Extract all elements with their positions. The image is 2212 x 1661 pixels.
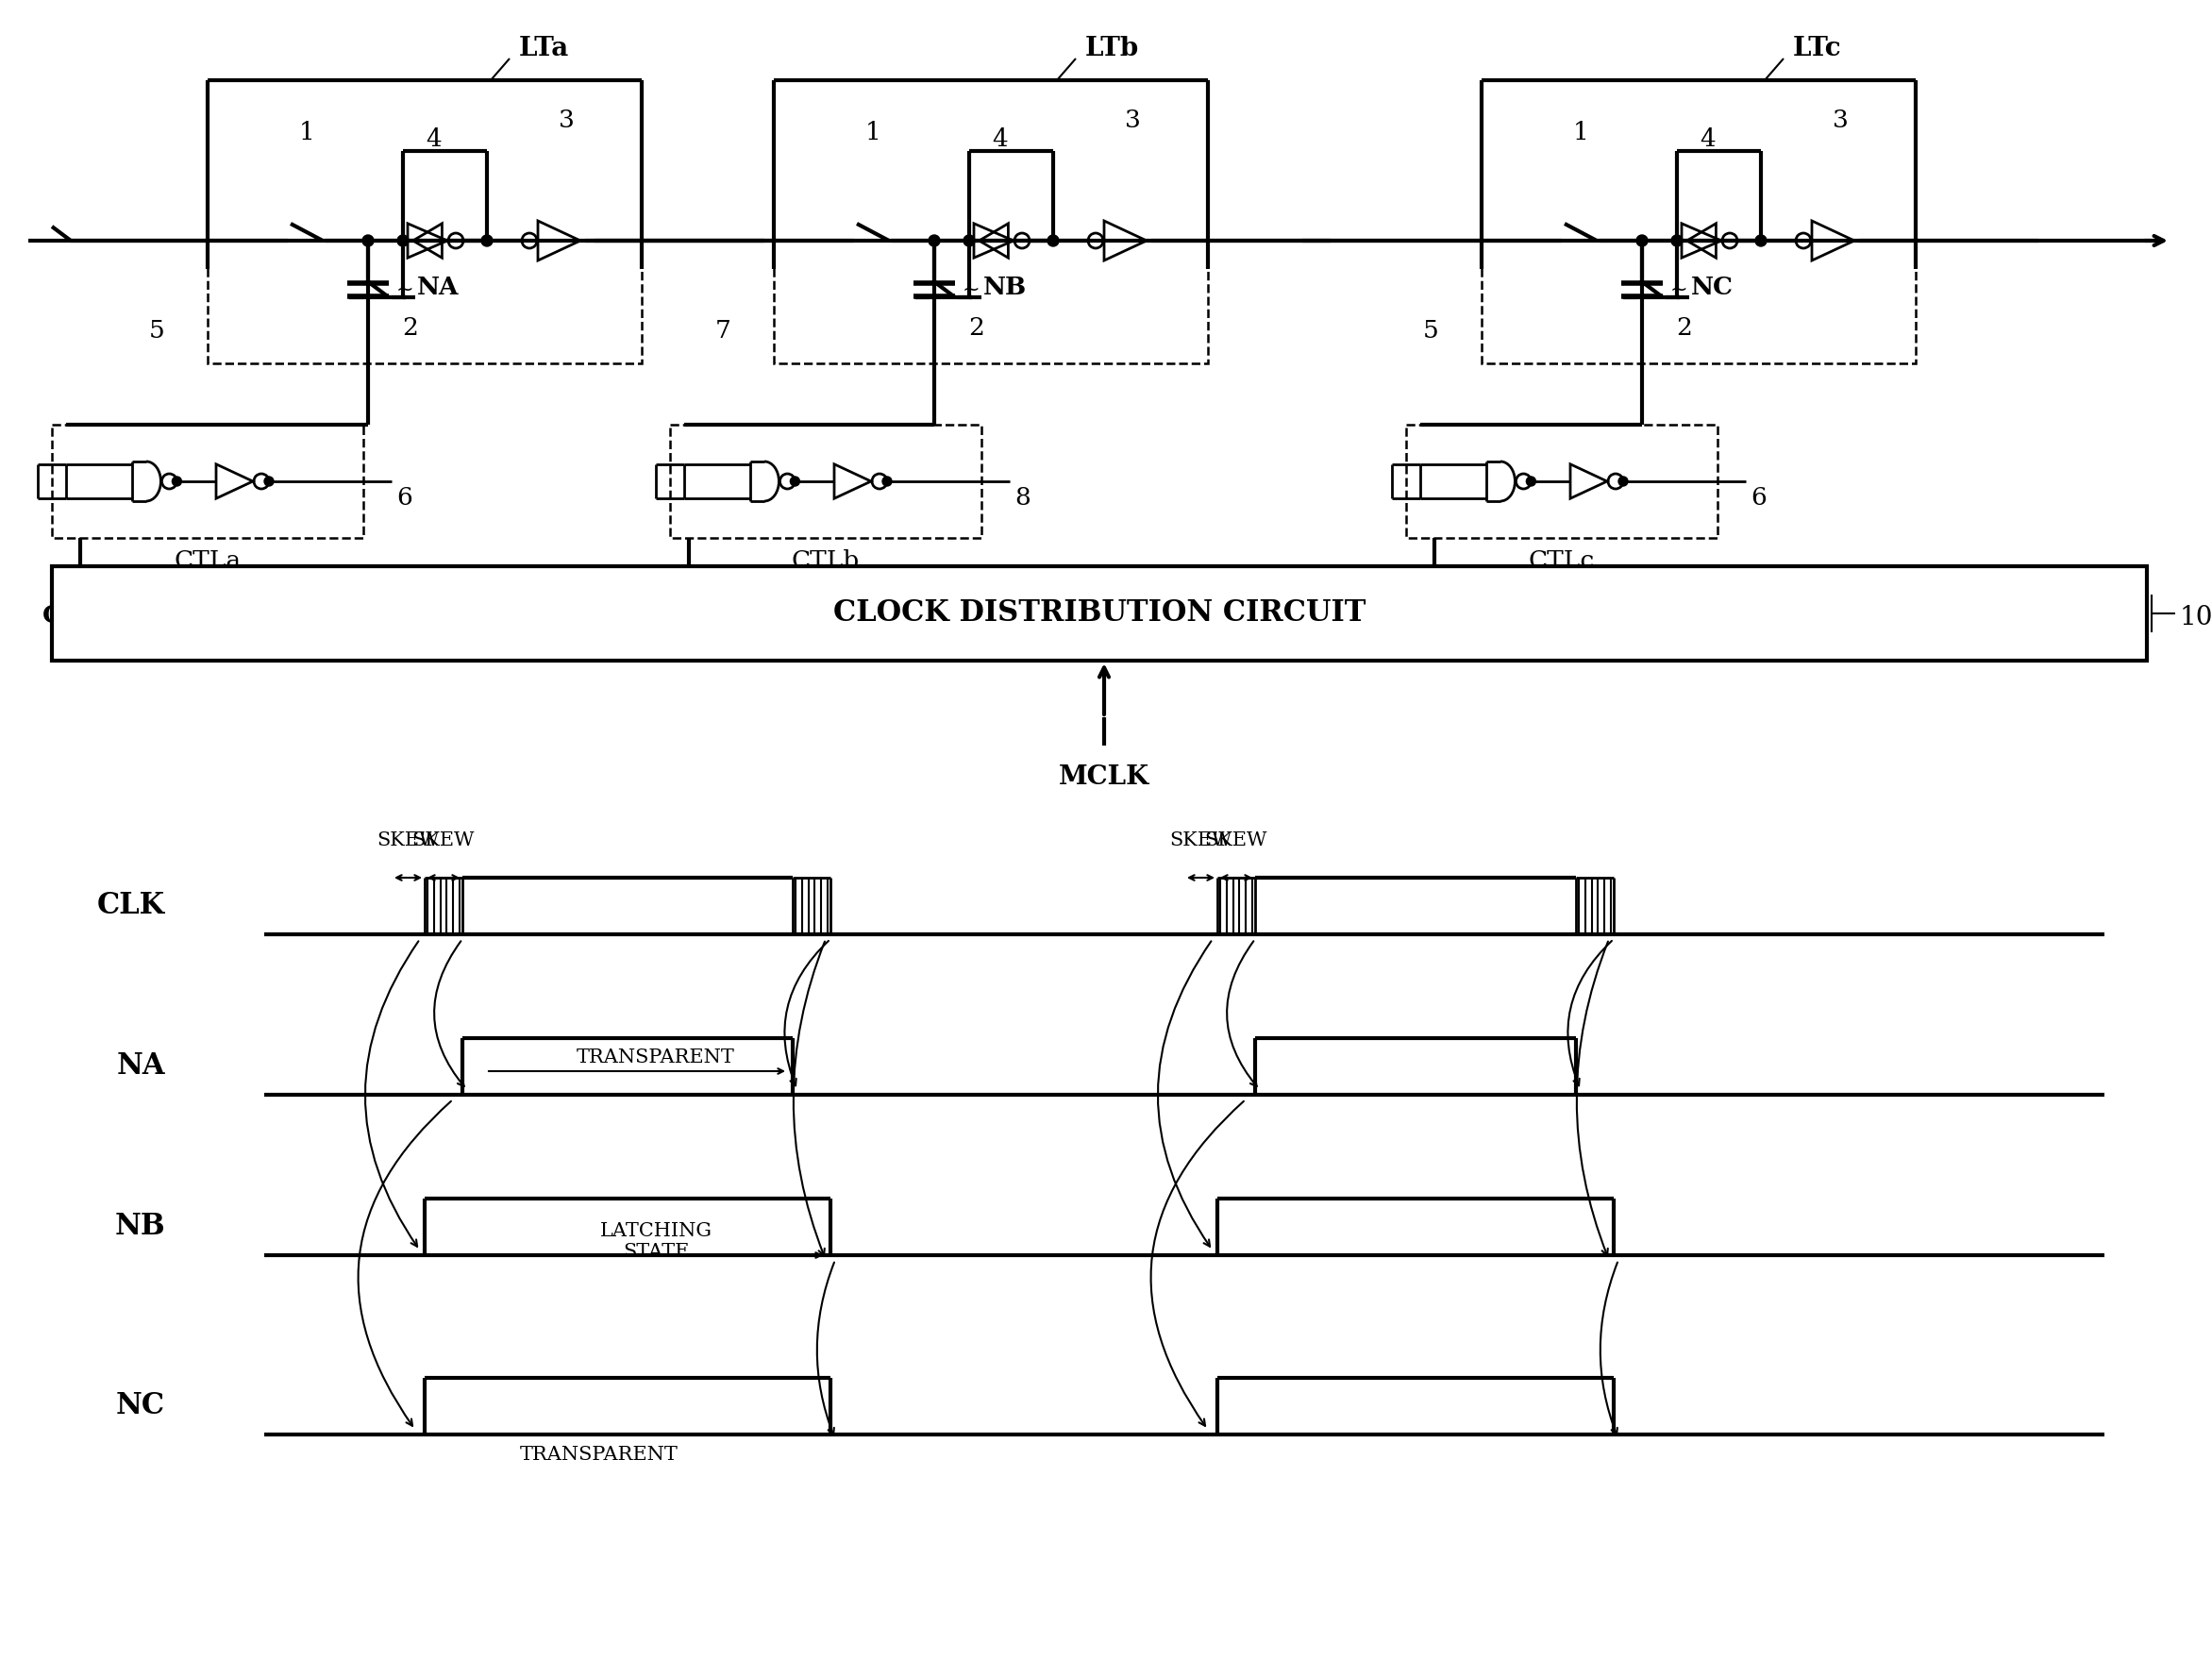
- Text: CLK: CLK: [661, 605, 719, 628]
- Circle shape: [263, 477, 274, 487]
- Text: LTb: LTb: [1086, 37, 1139, 61]
- Text: 10: 10: [2179, 605, 2212, 631]
- Text: 6: 6: [396, 487, 411, 510]
- Text: ~: ~: [1670, 281, 1688, 299]
- Text: 2: 2: [1677, 316, 1692, 341]
- Text: 2: 2: [403, 316, 418, 341]
- Text: NA: NA: [418, 276, 460, 299]
- Text: TRANSPARENT: TRANSPARENT: [577, 1048, 734, 1066]
- Circle shape: [173, 477, 181, 487]
- FancyArrowPatch shape: [434, 942, 465, 1086]
- Text: 4: 4: [1701, 128, 1717, 151]
- Bar: [208, 80, 641, 364]
- Circle shape: [482, 234, 493, 246]
- Text: ~: ~: [396, 281, 414, 299]
- Text: CLK: CLK: [97, 892, 166, 920]
- Text: TRANSPARENT: TRANSPARENT: [520, 1445, 679, 1463]
- Text: ~: ~: [962, 281, 980, 299]
- Text: SKEW: SKEW: [1206, 832, 1267, 849]
- FancyArrowPatch shape: [1157, 942, 1212, 1246]
- FancyArrowPatch shape: [1150, 1101, 1243, 1425]
- Circle shape: [1526, 477, 1535, 487]
- Text: SKEW: SKEW: [411, 832, 476, 849]
- Text: LATCHING
STATE: LATCHING STATE: [599, 1222, 712, 1261]
- Circle shape: [398, 234, 409, 246]
- Bar: [670, 425, 982, 538]
- Text: LTa: LTa: [520, 37, 568, 61]
- Circle shape: [790, 477, 801, 487]
- FancyArrowPatch shape: [1228, 942, 1256, 1086]
- Circle shape: [1756, 234, 1767, 246]
- Text: 3: 3: [557, 108, 575, 133]
- Text: LTc: LTc: [1794, 37, 1843, 61]
- Text: CTLb: CTLb: [792, 550, 860, 573]
- FancyArrowPatch shape: [816, 1262, 834, 1435]
- Circle shape: [1048, 234, 1060, 246]
- Text: 7: 7: [714, 319, 732, 342]
- Text: CLOCK DISTRIBUTION CIRCUIT: CLOCK DISTRIBUTION CIRCUIT: [834, 600, 1365, 628]
- FancyArrowPatch shape: [794, 942, 825, 1256]
- Circle shape: [1637, 234, 1648, 246]
- Text: 5: 5: [1422, 319, 1440, 342]
- Text: 3: 3: [1124, 108, 1141, 133]
- FancyArrowPatch shape: [785, 940, 830, 1086]
- Circle shape: [883, 477, 891, 487]
- Bar: [1407, 425, 1717, 538]
- Text: CTLa: CTLa: [175, 550, 241, 573]
- FancyArrowPatch shape: [1599, 1262, 1617, 1435]
- Circle shape: [1672, 234, 1683, 246]
- FancyArrowPatch shape: [1568, 940, 1613, 1086]
- Text: 5: 5: [150, 319, 166, 342]
- FancyArrowPatch shape: [365, 942, 418, 1246]
- Text: NB: NB: [115, 1213, 166, 1241]
- Text: MCLK: MCLK: [1060, 764, 1150, 791]
- Text: 2: 2: [969, 316, 984, 341]
- Text: NC: NC: [115, 1392, 166, 1420]
- FancyArrowPatch shape: [1577, 942, 1608, 1256]
- Circle shape: [964, 234, 975, 246]
- Circle shape: [363, 234, 374, 246]
- Bar: [1482, 80, 1916, 364]
- Text: 1: 1: [299, 120, 314, 145]
- Text: 8: 8: [1015, 487, 1031, 510]
- Text: 4: 4: [993, 128, 1009, 151]
- Text: SKEW: SKEW: [376, 832, 440, 849]
- Text: CLK: CLK: [42, 605, 102, 628]
- Text: 1: 1: [1573, 120, 1588, 145]
- Text: 4: 4: [427, 128, 442, 151]
- Text: NA: NA: [117, 1051, 166, 1081]
- Text: 3: 3: [1832, 108, 1849, 133]
- Text: SKEW: SKEW: [1170, 832, 1232, 849]
- Text: CTLc: CTLc: [1528, 550, 1595, 573]
- Text: 6: 6: [1750, 487, 1767, 510]
- Text: 1: 1: [865, 120, 880, 145]
- Text: NB: NB: [984, 276, 1026, 299]
- Text: NC: NC: [1692, 276, 1734, 299]
- FancyArrowPatch shape: [358, 1101, 451, 1425]
- Bar: [51, 425, 363, 538]
- Text: CLK: CLK: [1396, 605, 1455, 628]
- Circle shape: [929, 234, 940, 246]
- Circle shape: [1619, 477, 1628, 487]
- Bar: [51, 566, 2148, 661]
- Bar: [774, 80, 1208, 364]
